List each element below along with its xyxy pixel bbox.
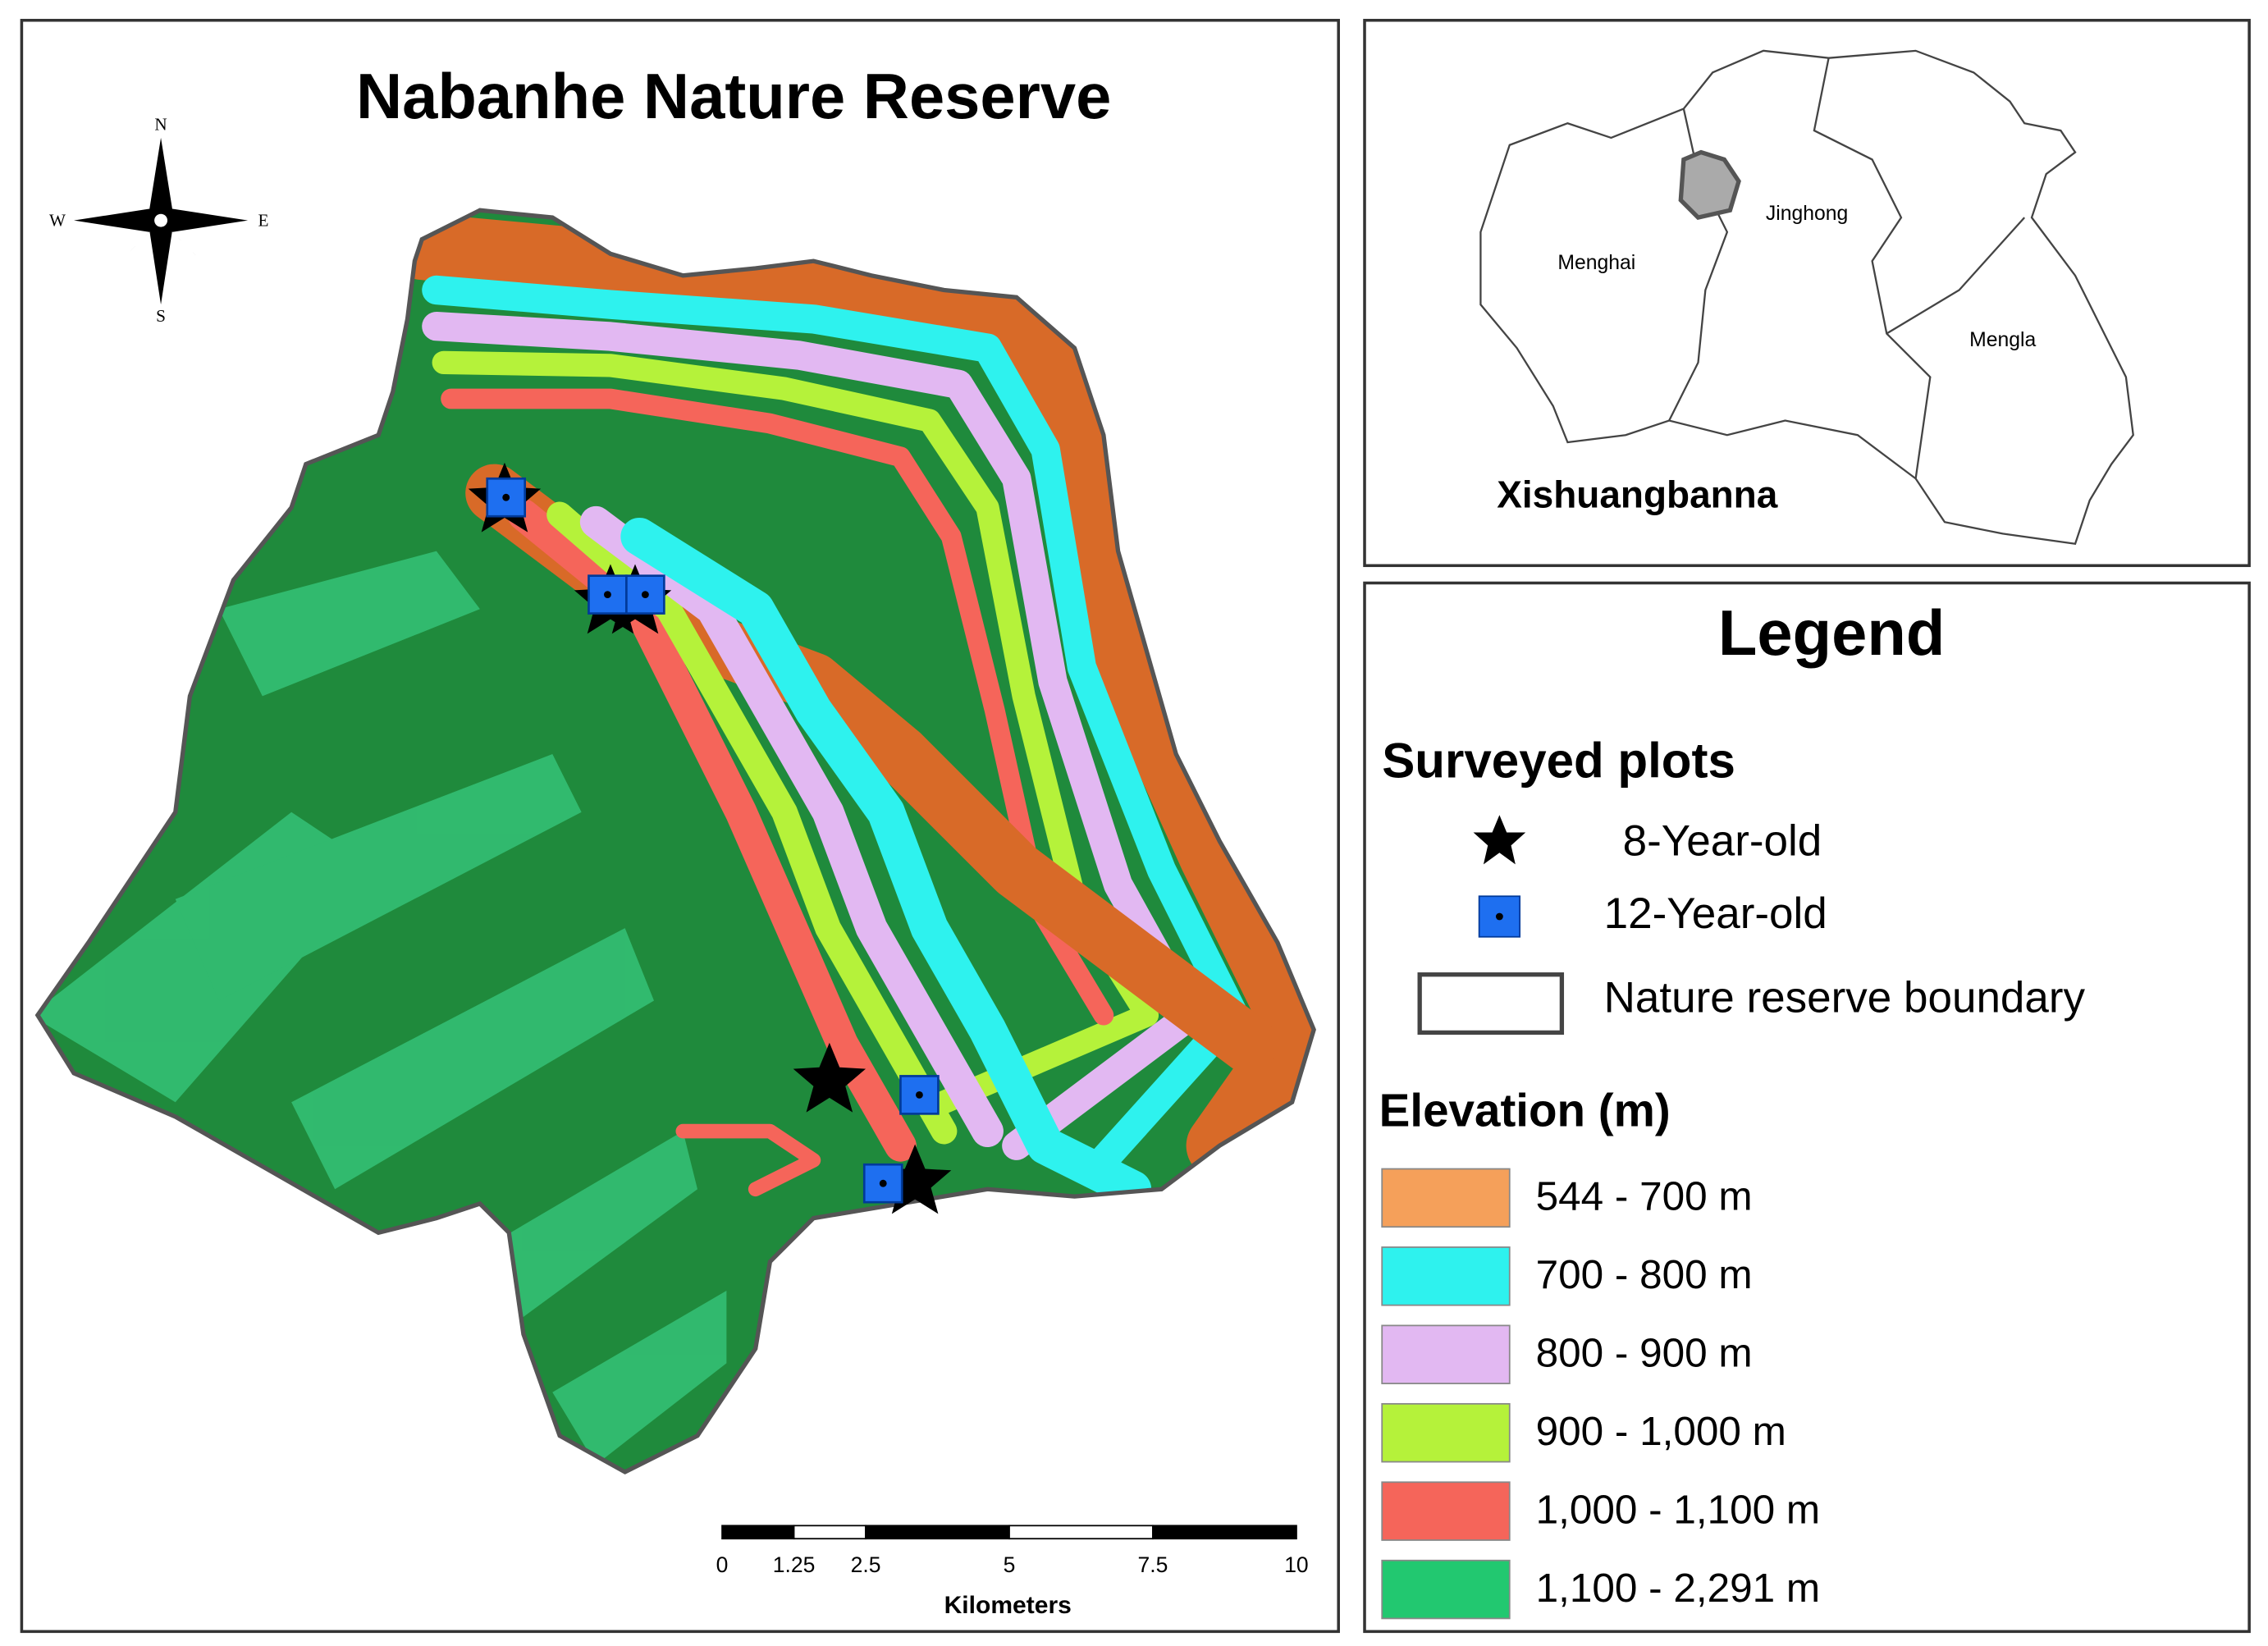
legend-label: 800 - 900 m bbox=[1536, 1331, 1753, 1376]
scale-tick-label: 5 bbox=[1004, 1552, 1016, 1577]
legend-label: 900 - 1,000 m bbox=[1536, 1409, 1786, 1454]
scale-segment bbox=[1008, 1525, 1154, 1540]
scale-segment bbox=[865, 1525, 1010, 1540]
scale-tick-label: 7.5 bbox=[1138, 1552, 1168, 1577]
scale-segment bbox=[721, 1525, 795, 1540]
scale-tick-label: 10 bbox=[1284, 1552, 1308, 1577]
scale-tick-label: 1.25 bbox=[773, 1552, 816, 1577]
scale-tick-label: 0 bbox=[716, 1552, 729, 1577]
legend-label: Nature reserve boundary bbox=[1604, 974, 2086, 1022]
inset-label: Jinghong bbox=[1766, 203, 1848, 225]
scale-tick-label: 2.5 bbox=[851, 1552, 881, 1577]
legend-label: 8-Year-old bbox=[1623, 817, 1822, 866]
compass-s: S bbox=[156, 306, 166, 326]
scale-unit: Kilometers bbox=[944, 1592, 1072, 1619]
legend-label: 1,100 - 2,291 m bbox=[1536, 1566, 1820, 1611]
legend-title: Legend bbox=[1718, 598, 1945, 669]
legend-swatch bbox=[1381, 1246, 1511, 1306]
compass-e: E bbox=[258, 210, 268, 230]
legend-label: 12-Year-old bbox=[1604, 889, 1827, 938]
map-title: Nabanhe Nature Reserve bbox=[356, 62, 1111, 132]
compass-n: N bbox=[154, 115, 167, 135]
compass-w: W bbox=[49, 210, 66, 230]
legend-label: 700 - 800 m bbox=[1536, 1252, 1753, 1297]
legend-subtitle: Elevation (m) bbox=[1379, 1084, 1671, 1136]
scale-segment bbox=[793, 1525, 867, 1540]
legend-subtitle: Surveyed plots bbox=[1382, 733, 1735, 788]
scale-segment bbox=[1152, 1525, 1297, 1540]
legend-swatch bbox=[1381, 1168, 1511, 1228]
legend-boundary bbox=[1417, 972, 1565, 1036]
inset-panel bbox=[1363, 18, 2251, 568]
legend-label: 544 - 700 m bbox=[1536, 1174, 1753, 1219]
legend-swatch bbox=[1381, 1402, 1511, 1463]
plot-markers bbox=[468, 462, 952, 1214]
inset-reserve bbox=[1678, 149, 1741, 221]
legend-swatch bbox=[1381, 1324, 1511, 1384]
compass-rose bbox=[74, 137, 249, 305]
elevation-legend: 544 - 700 m 700 - 800 m 800 - 900 m 900 - 1… bbox=[1381, 1168, 1820, 1620]
legend-swatch bbox=[1381, 1481, 1511, 1541]
reserve-boundary bbox=[34, 208, 1316, 1475]
legend-label: 1,000 - 1,100 m bbox=[1536, 1487, 1820, 1532]
legend-star bbox=[1473, 815, 1526, 865]
legend-square-dot bbox=[1495, 912, 1503, 921]
legend-panel bbox=[1363, 581, 2251, 1634]
inset-label: Mengla bbox=[1969, 329, 2036, 351]
legend-swatch bbox=[1381, 1559, 1511, 1620]
inset-region: Xishuangbanna bbox=[1497, 473, 1777, 515]
inset-label: Menghai bbox=[1557, 252, 1635, 274]
scale-bar: 0 1.25 2.5 5 7.5 10 bbox=[716, 1525, 1309, 1577]
